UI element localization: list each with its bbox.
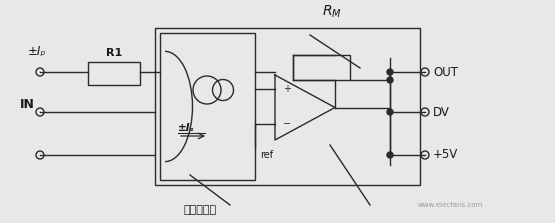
- Circle shape: [387, 77, 393, 83]
- Bar: [160, 33, 255, 180]
- Text: 闭环传感器: 闭环传感器: [184, 205, 216, 215]
- Text: www.elecfans.com: www.elecfans.com: [417, 202, 483, 208]
- Text: OUT: OUT: [433, 66, 458, 78]
- Circle shape: [387, 109, 393, 115]
- Circle shape: [387, 152, 393, 158]
- Text: +5V: +5V: [433, 149, 458, 161]
- Text: R1: R1: [106, 48, 122, 58]
- Text: DV: DV: [433, 105, 450, 118]
- Text: ref: ref: [260, 150, 273, 160]
- Text: −: −: [283, 119, 291, 129]
- Bar: [155, 28, 420, 185]
- Bar: [88, 62, 140, 85]
- Text: ±Iₚ: ±Iₚ: [28, 45, 47, 58]
- Circle shape: [387, 69, 393, 75]
- Text: +: +: [283, 84, 291, 94]
- Text: ±Iₛ: ±Iₛ: [178, 123, 195, 133]
- Bar: [293, 55, 350, 80]
- Text: IN: IN: [20, 99, 35, 112]
- Text: $R_M$: $R_M$: [322, 4, 342, 20]
